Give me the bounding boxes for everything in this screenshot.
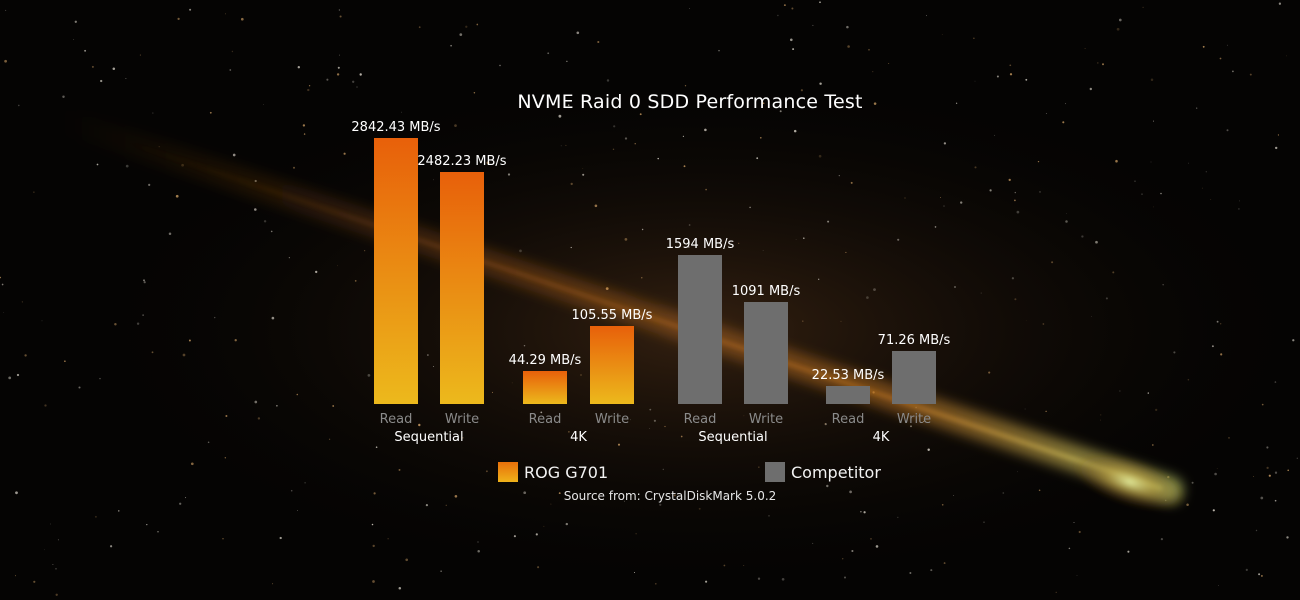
source-note: Source from: CrystalDiskMark 5.0.2 <box>563 489 777 503</box>
bar-label: Read <box>832 412 865 427</box>
chart-title: NVME Raid 0 SDD Performance Test <box>517 91 863 113</box>
bar-label: Read <box>529 412 562 427</box>
category-label: 4K <box>570 430 587 445</box>
value-label: 44.29 MB/s <box>509 353 582 368</box>
bar-rog-g701-4k-read <box>523 371 567 404</box>
category-label: 4K <box>873 430 890 445</box>
bar-competitor-sequential-read <box>678 255 722 404</box>
category-label: Sequential <box>698 430 767 445</box>
bar-label: Read <box>380 412 413 427</box>
bars-layer: 2842.43 MB/s Read 2482.23 MB/s Write Sequent… <box>351 120 950 445</box>
bar-label: Write <box>749 412 783 427</box>
value-label: 1594 MB/s <box>666 237 735 252</box>
category-label: Sequential <box>394 430 463 445</box>
bar-competitor-sequential-write <box>744 302 788 404</box>
value-label: 105.55 MB/s <box>572 308 653 323</box>
value-label: 2842.43 MB/s <box>351 120 440 135</box>
bar-label: Write <box>445 412 479 427</box>
bar-rog-g701-sequential-write <box>440 172 484 404</box>
legend-item-competitor: Competitor <box>765 461 881 483</box>
legend-swatch-competitor <box>765 462 785 482</box>
legend-swatch-rog-g701 <box>498 462 518 482</box>
legend-label-competitor: Competitor <box>791 462 881 482</box>
value-label: 2482.23 MB/s <box>417 154 506 169</box>
bar-label: Write <box>897 412 931 427</box>
value-label: 1091 MB/s <box>732 284 801 299</box>
legend-item-rog-g701: ROG G701 <box>498 461 608 483</box>
value-label: 71.26 MB/s <box>878 333 951 348</box>
bar-rog-g701-4k-write <box>590 326 634 404</box>
bar-rog-g701-sequential-read <box>374 138 418 404</box>
bar-competitor-4k-read <box>826 386 870 404</box>
bar-label: Read <box>684 412 717 427</box>
bar-competitor-4k-write <box>892 351 936 404</box>
bar-label: Write <box>595 412 629 427</box>
value-label: 22.53 MB/s <box>812 368 885 383</box>
legend-label-rog-g701: ROG G701 <box>524 462 609 482</box>
